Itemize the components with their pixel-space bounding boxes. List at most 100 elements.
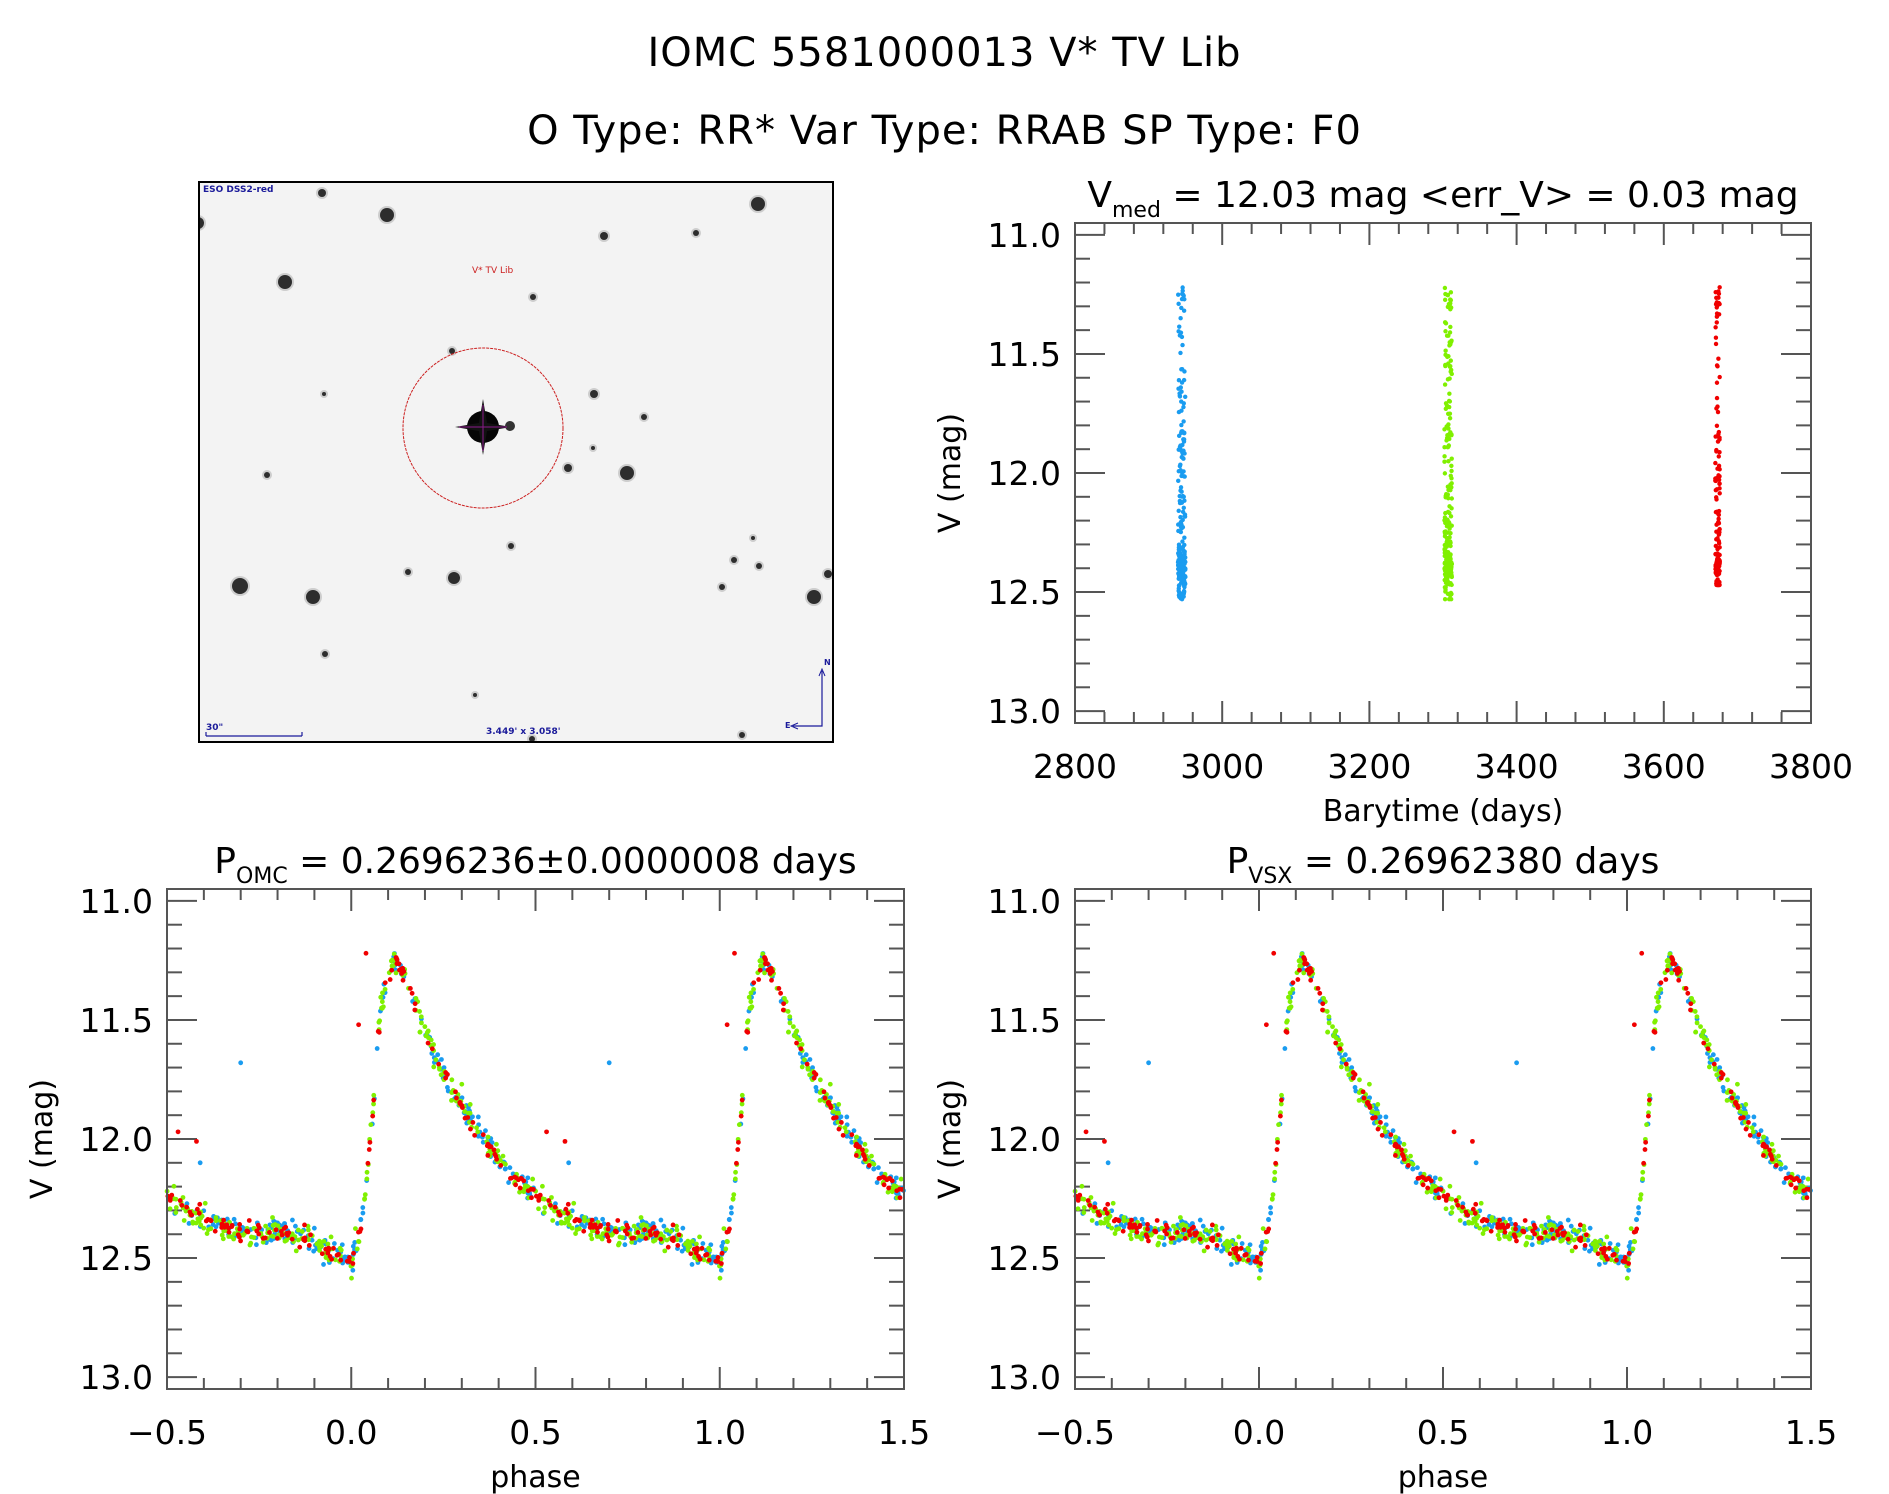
data-point	[869, 1153, 874, 1159]
data-point	[1447, 399, 1453, 404]
data-point	[358, 1217, 364, 1223]
data-point	[817, 1097, 823, 1103]
data-point	[422, 1024, 428, 1030]
data-point	[1326, 1014, 1332, 1020]
data-point	[1338, 1064, 1344, 1070]
data-point	[734, 1160, 739, 1166]
data-point	[1443, 585, 1448, 590]
data-point	[1361, 1095, 1367, 1101]
data-point	[1383, 1133, 1389, 1139]
data-point	[171, 1196, 177, 1202]
data-point	[1550, 1236, 1556, 1241]
data-point	[493, 1153, 499, 1159]
data-point	[1181, 293, 1186, 298]
x-axis-label: phase	[1398, 1460, 1489, 1494]
data-point	[1530, 1228, 1536, 1234]
data-point	[1747, 1132, 1753, 1138]
data-point	[1271, 950, 1277, 956]
data-point	[169, 1192, 175, 1198]
data-point	[1751, 1133, 1757, 1139]
data-point	[449, 1097, 454, 1103]
target-label: V* TV Lib	[472, 266, 514, 276]
data-point	[1182, 542, 1187, 548]
data-point	[1460, 1204, 1466, 1210]
data-point	[751, 980, 757, 986]
data-point	[1181, 588, 1187, 594]
data-point	[1180, 557, 1185, 563]
data-point	[625, 1225, 631, 1231]
data-point	[790, 1024, 796, 1030]
data-point	[1443, 568, 1449, 573]
data-point	[1573, 1244, 1578, 1250]
data-point	[558, 1219, 564, 1225]
data-point	[1694, 1020, 1700, 1026]
data-point	[1181, 1227, 1187, 1233]
data-point	[1428, 1189, 1434, 1195]
data-point	[1652, 1029, 1658, 1035]
data-point	[273, 1227, 279, 1233]
data-point	[758, 963, 764, 969]
data-point	[354, 1246, 360, 1252]
data-point	[389, 967, 395, 973]
data-point	[1240, 1257, 1246, 1263]
data-point	[319, 1251, 325, 1257]
data-point	[449, 1077, 455, 1083]
data-point	[748, 999, 754, 1005]
data-point	[1219, 1248, 1224, 1254]
data-point	[1716, 356, 1721, 361]
data-point	[724, 1229, 730, 1235]
data-point	[706, 1245, 712, 1251]
data-point	[1724, 1097, 1730, 1103]
data-point	[1776, 1153, 1781, 1159]
data-point	[726, 1217, 732, 1223]
data-point	[1632, 1239, 1638, 1245]
data-point	[1443, 529, 1448, 534]
data-point	[370, 1113, 376, 1119]
data-point	[470, 1114, 475, 1120]
data-point	[480, 1132, 486, 1138]
data-point	[1647, 1097, 1652, 1103]
data-point	[371, 1101, 376, 1107]
data-point	[581, 1228, 587, 1234]
data-point	[299, 1229, 305, 1234]
data-point	[1465, 1212, 1471, 1218]
star	[600, 232, 608, 240]
data-point	[1448, 566, 1454, 572]
data-point	[183, 1208, 189, 1214]
data-point	[222, 1224, 227, 1230]
data-point	[1179, 305, 1184, 311]
data-point	[1308, 977, 1314, 983]
data-point	[1448, 552, 1453, 557]
data-point	[1178, 529, 1184, 535]
data-point	[670, 1222, 676, 1228]
data-point	[521, 1189, 527, 1195]
data-point	[1264, 1239, 1270, 1245]
data-point	[1715, 409, 1721, 415]
data-point	[530, 1176, 536, 1182]
x-tick-label: −0.5	[127, 1413, 207, 1452]
data-point	[1442, 549, 1448, 554]
data-point	[1751, 1114, 1757, 1120]
x-tick-label: 0.5	[1417, 1413, 1469, 1452]
data-point	[1634, 1217, 1639, 1223]
data-point	[1176, 561, 1181, 567]
data-point	[1717, 526, 1722, 532]
data-point	[1168, 1239, 1174, 1245]
y-axis-label: V (mag)	[933, 1079, 968, 1199]
data-point	[1488, 1228, 1494, 1234]
data-point	[1800, 1175, 1806, 1181]
data-point	[1180, 285, 1185, 290]
data-point	[171, 1183, 177, 1189]
data-point	[1288, 1004, 1294, 1010]
data-point	[285, 1232, 290, 1238]
star	[508, 543, 514, 549]
data-point	[1367, 1105, 1373, 1110]
data-point	[550, 1218, 556, 1223]
data-point	[221, 1217, 226, 1223]
data-point	[1758, 1128, 1764, 1134]
data-point	[1592, 1238, 1598, 1244]
data-point	[362, 1192, 368, 1198]
data-point	[1446, 459, 1451, 464]
plot-frame	[1074, 888, 1812, 1390]
data-point	[1180, 442, 1185, 448]
